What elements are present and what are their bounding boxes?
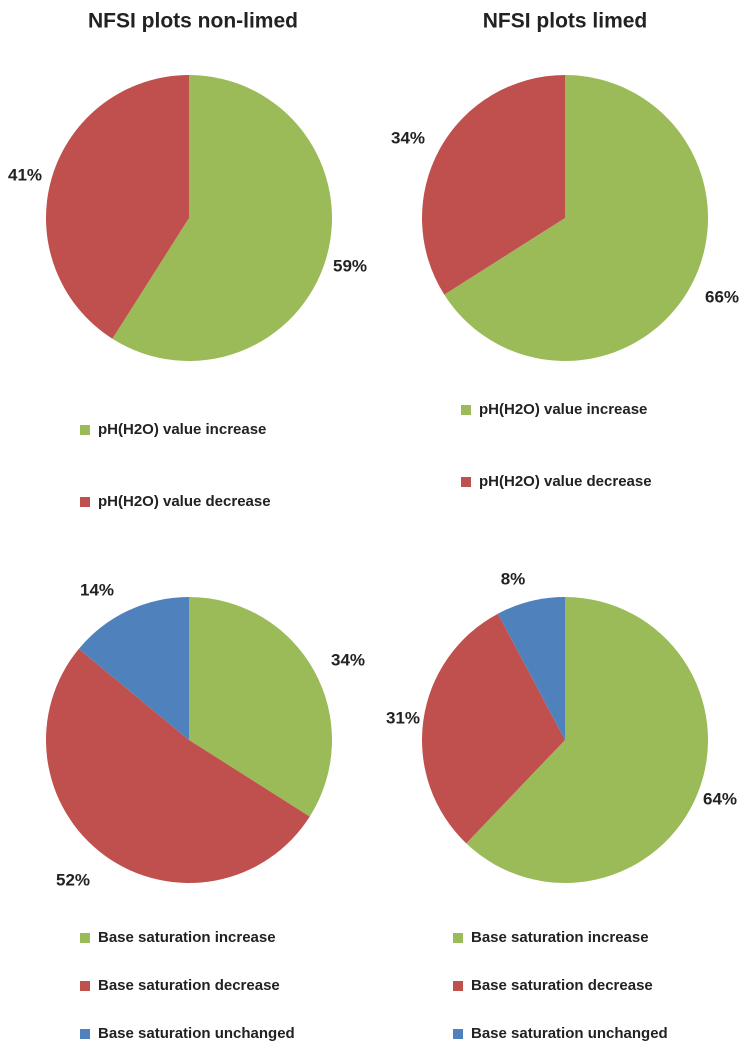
pie-slice: [421, 75, 565, 295]
legend-swatch: [80, 497, 90, 507]
legend-label: Base saturation increase: [98, 929, 276, 946]
legend-label: pH(H2O) value increase: [98, 421, 266, 438]
data-label: 31%: [386, 708, 420, 727]
data-label: 14%: [80, 580, 114, 599]
data-label: 34%: [391, 128, 425, 147]
pie-slice: [444, 75, 708, 362]
legend-swatch: [80, 1029, 90, 1039]
pie-slice: [78, 597, 189, 740]
legend-label: Base saturation unchanged: [98, 1025, 295, 1042]
legend-swatch: [80, 981, 90, 991]
legend-swatch: [453, 1029, 463, 1039]
data-label: 64%: [703, 789, 737, 808]
data-label: 34%: [331, 650, 365, 669]
data-label: 66%: [705, 287, 739, 306]
legend-swatch: [80, 425, 90, 435]
pie-slice: [421, 613, 565, 844]
pie-slice: [46, 648, 310, 883]
legend-swatch: [453, 981, 463, 991]
data-label: 8%: [501, 569, 526, 588]
data-label: 52%: [56, 870, 90, 889]
legend-label: Base saturation increase: [471, 929, 649, 946]
pie-slice: [189, 597, 332, 817]
pie-slice: [497, 597, 565, 740]
legend-label: Base saturation decrease: [98, 977, 280, 994]
data-label: 41%: [8, 165, 42, 184]
pie-slice: [466, 597, 708, 883]
pie-slice: [46, 75, 190, 339]
chart-title: NFSI plots non-limed: [88, 10, 298, 33]
legend-label: pH(H2O) value decrease: [98, 493, 271, 510]
legend-swatch: [461, 477, 471, 487]
legend-label: pH(H2O) value increase: [479, 401, 647, 418]
pie-slice: [112, 75, 332, 362]
legend-swatch: [453, 933, 463, 943]
data-label: 59%: [333, 256, 367, 275]
legend-label: pH(H2O) value decrease: [479, 473, 652, 490]
legend-swatch: [461, 405, 471, 415]
legend-label: Base saturation decrease: [471, 977, 653, 994]
chart-title: NFSI plots limed: [483, 10, 648, 33]
legend-swatch: [80, 933, 90, 943]
legend-label: Base saturation unchanged: [471, 1025, 668, 1042]
